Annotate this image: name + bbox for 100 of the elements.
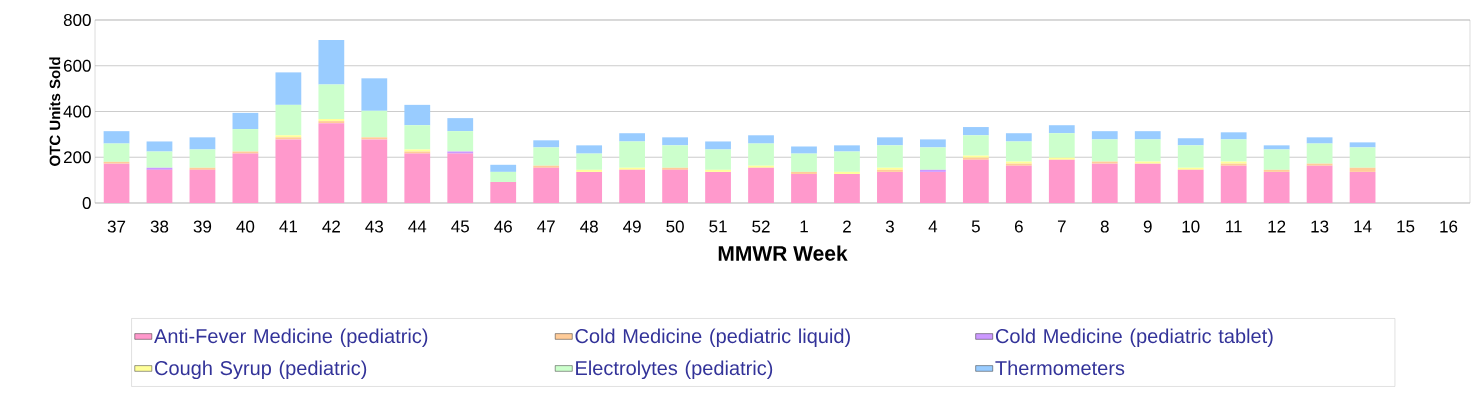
bar bbox=[1005, 141, 1032, 162]
bar bbox=[748, 143, 774, 166]
bar bbox=[404, 104, 431, 126]
bar bbox=[619, 133, 646, 142]
x-tick-label: 16 bbox=[1440, 220, 1458, 233]
bar bbox=[404, 125, 431, 150]
bar bbox=[103, 163, 130, 203]
bar bbox=[189, 149, 216, 168]
bar bbox=[619, 169, 646, 203]
bar bbox=[1263, 149, 1290, 170]
bar bbox=[1306, 165, 1333, 203]
y-axis-title: OTC Units Sold bbox=[49, 57, 61, 166]
bar bbox=[1134, 131, 1161, 140]
x-tick-label: 44 bbox=[408, 220, 427, 233]
bar bbox=[1349, 167, 1376, 172]
bar bbox=[576, 153, 603, 170]
x-tick-label: 37 bbox=[107, 220, 126, 233]
bar bbox=[877, 137, 903, 146]
x-tick-label: 4 bbox=[928, 220, 938, 233]
bar bbox=[447, 151, 474, 154]
bar bbox=[791, 173, 817, 203]
legend-label: Cold Medicine (pediatric tablet) bbox=[995, 328, 1273, 348]
x-tick-label: 5 bbox=[971, 220, 980, 233]
bar bbox=[705, 169, 731, 172]
legend-label: Cold Medicine (pediatric liquid) bbox=[575, 328, 850, 348]
bar bbox=[1091, 139, 1118, 162]
bar bbox=[662, 137, 688, 146]
bar bbox=[877, 171, 903, 203]
x-tick-label: 38 bbox=[150, 220, 169, 233]
bar bbox=[189, 137, 216, 150]
bar bbox=[791, 146, 817, 154]
bar bbox=[1349, 147, 1376, 168]
x-tick-label: 7 bbox=[1057, 220, 1066, 233]
bar bbox=[748, 135, 774, 144]
bar bbox=[748, 165, 774, 168]
x-tick-label: 9 bbox=[1143, 220, 1152, 233]
bar bbox=[662, 145, 688, 168]
x-tick-label: 12 bbox=[1268, 220, 1286, 233]
bar bbox=[705, 171, 731, 203]
bar bbox=[1177, 169, 1204, 203]
bar bbox=[1220, 165, 1247, 203]
bar bbox=[490, 181, 517, 203]
bar bbox=[1220, 132, 1247, 140]
x-tick-label: 14 bbox=[1354, 220, 1372, 233]
x-tick-label: 6 bbox=[1014, 220, 1023, 233]
bar bbox=[877, 145, 903, 168]
bar bbox=[576, 145, 603, 154]
bar bbox=[1349, 142, 1376, 148]
bar bbox=[791, 153, 817, 172]
bar bbox=[533, 165, 560, 168]
x-tick-label: 10 bbox=[1182, 220, 1200, 233]
bar bbox=[103, 131, 130, 144]
x-tick-label: 47 bbox=[537, 220, 555, 233]
bar bbox=[189, 167, 216, 170]
bar bbox=[533, 147, 560, 166]
bar bbox=[275, 72, 302, 105]
legend-label: Cough Syrup (pediatric) bbox=[155, 360, 367, 380]
bar bbox=[662, 167, 688, 170]
x-tick-label: 3 bbox=[885, 220, 894, 233]
bar bbox=[146, 169, 173, 203]
x-tick-label: 51 bbox=[709, 220, 727, 233]
bar bbox=[920, 171, 946, 203]
bar bbox=[232, 112, 259, 130]
bar bbox=[490, 164, 517, 172]
bar bbox=[275, 104, 302, 136]
legend-label: Anti-Fever Medicine (pediatric) bbox=[154, 328, 428, 348]
bar bbox=[1134, 161, 1161, 164]
bar bbox=[920, 169, 946, 172]
bar bbox=[533, 167, 560, 203]
bar bbox=[1306, 137, 1333, 144]
bar bbox=[318, 39, 345, 85]
bar bbox=[1177, 145, 1204, 168]
bar bbox=[576, 171, 603, 203]
bar bbox=[920, 147, 946, 170]
bar bbox=[619, 167, 646, 170]
bar bbox=[1048, 157, 1075, 160]
bar bbox=[232, 129, 259, 152]
bar bbox=[447, 131, 474, 152]
x-tick-label: 48 bbox=[580, 220, 598, 233]
bar bbox=[490, 171, 517, 182]
bar bbox=[361, 139, 388, 203]
bar bbox=[1306, 163, 1333, 166]
legend-label: Electrolytes (pediatric) bbox=[576, 360, 773, 380]
y-tick-label: 800 bbox=[63, 13, 91, 27]
bar bbox=[146, 151, 173, 168]
bar bbox=[705, 141, 731, 150]
bar bbox=[1349, 171, 1376, 203]
bar bbox=[1091, 163, 1118, 203]
y-tick-label: 0 bbox=[82, 196, 91, 210]
bar bbox=[318, 84, 345, 120]
bar bbox=[920, 139, 946, 148]
bar bbox=[361, 78, 388, 111]
y-tick-label: 200 bbox=[63, 151, 91, 164]
x-tick-label: 52 bbox=[752, 220, 770, 233]
x-tick-label: 43 bbox=[365, 220, 384, 233]
x-tick-label: 41 bbox=[279, 220, 297, 233]
bar bbox=[619, 141, 646, 168]
x-tick-label: 40 bbox=[236, 220, 255, 233]
bar bbox=[1048, 133, 1075, 158]
y-tick-label: 600 bbox=[63, 59, 91, 72]
